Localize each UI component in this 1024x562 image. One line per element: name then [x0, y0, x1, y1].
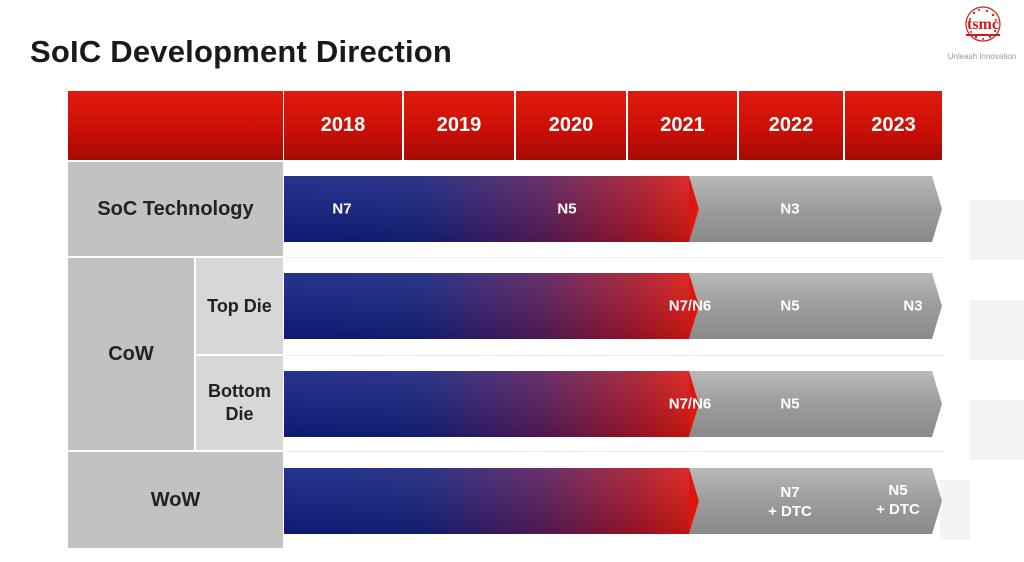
year-header-2023: 2023: [843, 91, 942, 160]
logo-wordmark: tsmc: [967, 16, 999, 33]
bar-future-segment: [689, 468, 942, 534]
row-label-top-die: Top Die: [196, 258, 283, 354]
row-label-cow: CoW: [68, 258, 194, 450]
row-label-soc-technology: SoC Technology: [68, 162, 283, 256]
logo-tagline: Unleash Innovation: [947, 52, 1017, 61]
stage-label-n5: N5: [557, 200, 577, 218]
row-label-bottom-die: Bottom Die: [196, 356, 283, 450]
year-header-2020: 2020: [514, 91, 626, 160]
tsmc-logo-mark: tsmc: [965, 6, 1001, 42]
background-grid: [940, 200, 1024, 562]
stage-label-n3: N3: [780, 200, 800, 218]
year-header-2019: 2019: [402, 91, 514, 160]
stage-label-n7-n6: N7/N6: [668, 297, 712, 315]
year-header-2022: 2022: [737, 91, 843, 160]
page-title: SoIC Development Direction: [30, 34, 453, 69]
soc-technology-bar: N7 N5 N3: [284, 176, 944, 242]
stage-label-n5: N5: [780, 395, 800, 413]
bar-shading: [284, 468, 689, 534]
cow-top-die-bar: N7/N6 N5 N3: [284, 273, 944, 339]
cow-bottom-die-bar: N7/N6 N5: [284, 371, 944, 437]
header-corner: [68, 91, 283, 160]
bar-future-segment: [689, 176, 942, 242]
year-header-2021: 2021: [626, 91, 737, 160]
row-label-wow: WoW: [68, 452, 283, 548]
stage-label-n7-dtc: N7 + DTC: [768, 484, 812, 520]
bar-future-segment: [689, 273, 942, 339]
bar-future-segment: [689, 371, 942, 437]
stage-label-n7: N7: [332, 200, 352, 218]
bar-shading: [284, 176, 689, 242]
stage-label-n7-n6: N7/N6: [668, 395, 712, 413]
bar-shading: [284, 371, 689, 437]
row-divider: [284, 451, 944, 452]
wow-bar: N7 + DTC N5 + DTC: [284, 468, 944, 534]
stage-label-n5-dtc: N5 + DTC: [876, 482, 920, 518]
row-divider: [284, 257, 944, 258]
bar-shading: [284, 273, 689, 339]
stage-label-n5: N5: [780, 297, 800, 315]
year-header-2018: 2018: [284, 91, 402, 160]
row-divider: [284, 355, 944, 356]
tsmc-logo: tsmc Unleash Innovation: [940, 4, 1024, 62]
stage-label-n3: N3: [903, 297, 923, 315]
